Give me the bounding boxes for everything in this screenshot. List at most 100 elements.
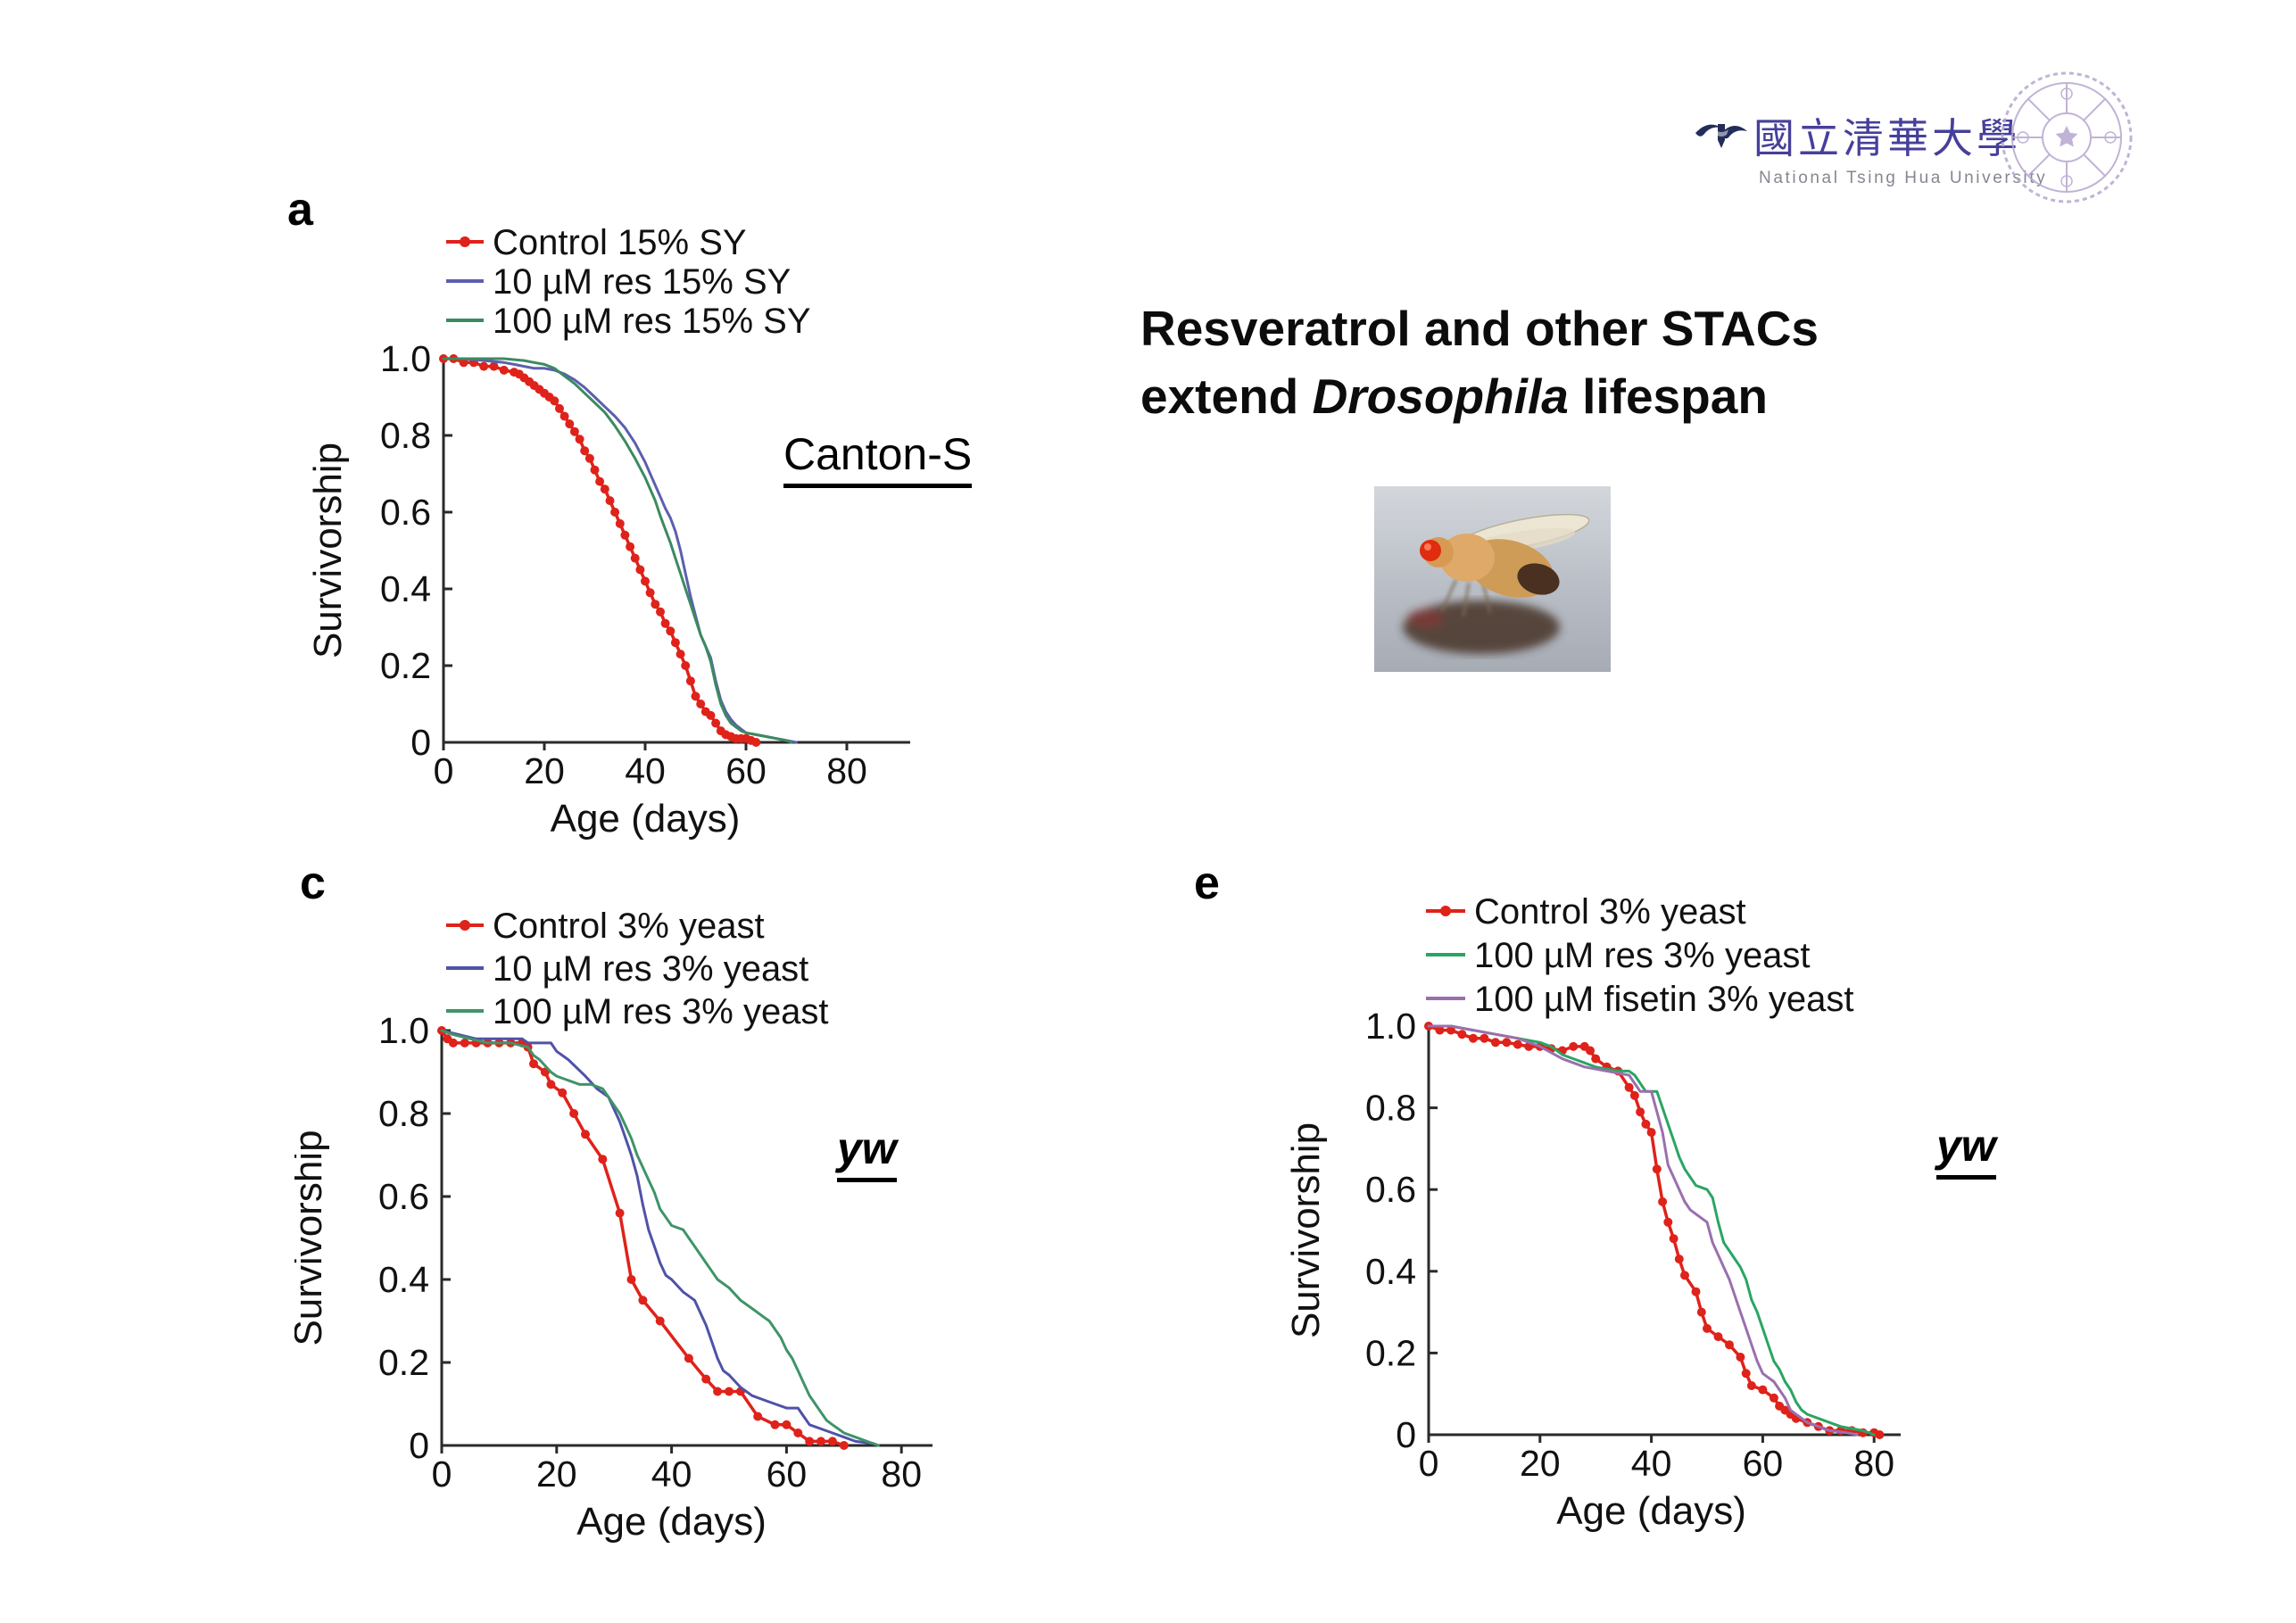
series-marker bbox=[816, 1437, 825, 1446]
series-line bbox=[440, 1029, 880, 1447]
series-marker bbox=[670, 638, 680, 648]
y-tick-label: 0.8 bbox=[1365, 1088, 1416, 1129]
x-tick-label: 80 bbox=[826, 750, 867, 791]
series-line bbox=[1427, 1024, 1859, 1437]
series-marker bbox=[1652, 1164, 1662, 1174]
series-marker bbox=[615, 518, 625, 528]
series-marker bbox=[569, 1109, 579, 1118]
series-marker bbox=[600, 484, 609, 494]
legend-label: 10 µM res 15% SY bbox=[493, 262, 791, 302]
series-marker bbox=[610, 508, 620, 517]
series-line bbox=[1427, 1024, 1876, 1437]
series-line bbox=[442, 357, 798, 744]
series-marker bbox=[1457, 1030, 1467, 1039]
series-marker bbox=[1480, 1033, 1489, 1043]
series-marker bbox=[1435, 1025, 1445, 1035]
series-marker bbox=[711, 718, 721, 728]
series-marker bbox=[691, 691, 700, 701]
series-marker bbox=[1490, 1038, 1500, 1047]
series-marker bbox=[713, 1387, 723, 1396]
survivorship-chart-yw-res: 0 20 40 60 80 0 0.2 0.4 0.6 0.8 1.0 Age (days) Survi… bbox=[294, 907, 932, 1544]
series-marker bbox=[615, 1208, 625, 1218]
x-tick-label: 20 bbox=[524, 750, 565, 791]
series-marker bbox=[1446, 1025, 1455, 1035]
series-marker bbox=[559, 411, 569, 421]
series-marker bbox=[655, 1316, 665, 1326]
series-marker bbox=[651, 600, 660, 609]
series-marker bbox=[1691, 1287, 1701, 1296]
series-marker bbox=[1569, 1041, 1579, 1051]
series-marker bbox=[1641, 1119, 1651, 1129]
logo-bird-icon bbox=[1695, 124, 1747, 148]
fly-body bbox=[1420, 513, 1590, 617]
series-marker bbox=[575, 435, 584, 444]
series-marker bbox=[598, 1155, 608, 1164]
series-line bbox=[1427, 1024, 1882, 1437]
y-axis-title: Survivorship bbox=[294, 1130, 330, 1346]
series-marker bbox=[565, 419, 575, 429]
series-line bbox=[440, 1029, 846, 1447]
y-tick-label: 0.4 bbox=[380, 568, 431, 609]
series-marker bbox=[635, 565, 645, 575]
series-marker bbox=[1502, 1038, 1512, 1047]
x-tick-label: 0 bbox=[434, 750, 454, 791]
legend-label: 100 µM res 15% SY bbox=[493, 302, 811, 341]
series-marker bbox=[1658, 1197, 1668, 1206]
y-tick-label: 0.6 bbox=[378, 1176, 429, 1217]
series-marker bbox=[706, 710, 716, 720]
drosophila-photo bbox=[1374, 486, 1611, 672]
series-marker bbox=[1875, 1430, 1885, 1439]
series-marker bbox=[1674, 1255, 1684, 1264]
series-marker bbox=[645, 588, 655, 598]
series-marker bbox=[641, 576, 650, 586]
series-marker bbox=[1591, 1054, 1601, 1064]
series-marker bbox=[685, 676, 695, 686]
legend-label: Control 3% yeast bbox=[493, 907, 765, 946]
y-tick-label: 0.2 bbox=[380, 645, 431, 686]
series-marker bbox=[696, 700, 706, 708]
series-marker bbox=[1646, 1128, 1656, 1138]
series-marker bbox=[489, 361, 499, 371]
x-tick-label: 60 bbox=[725, 750, 767, 791]
axes bbox=[442, 355, 910, 744]
series-marker bbox=[1680, 1271, 1689, 1280]
x-tick-label: 0 bbox=[1419, 1443, 1439, 1484]
series-marker bbox=[590, 465, 600, 475]
y-tick-label: 0.4 bbox=[1365, 1251, 1416, 1292]
series-marker bbox=[605, 496, 615, 506]
series-marker bbox=[1629, 1090, 1639, 1100]
series-marker bbox=[1624, 1082, 1634, 1092]
legend-label: Control 3% yeast bbox=[1474, 892, 1746, 932]
series-marker bbox=[558, 1088, 568, 1097]
series-marker bbox=[499, 365, 509, 375]
slide-title: Resveratrol and other STACs extend Droso… bbox=[1140, 294, 1819, 430]
series-marker bbox=[1769, 1393, 1778, 1403]
series-marker bbox=[580, 446, 590, 456]
y-tick-label: 0.6 bbox=[1365, 1169, 1416, 1210]
panel-label-e: e bbox=[1194, 857, 1220, 909]
legend-marker bbox=[1440, 906, 1451, 916]
legend-label: 100 µM fisetin 3% yeast bbox=[1474, 980, 1853, 1019]
series-marker bbox=[626, 1275, 636, 1284]
series-marker bbox=[684, 1354, 693, 1363]
series-marker bbox=[660, 618, 670, 628]
x-tick-label: 80 bbox=[1853, 1443, 1894, 1484]
y-tick-label: 0 bbox=[409, 1425, 429, 1466]
panel-label-a: a bbox=[287, 184, 313, 236]
legend-label: 100 µM res 3% yeast bbox=[493, 992, 829, 1031]
series-marker bbox=[782, 1420, 792, 1429]
series-marker bbox=[1696, 1307, 1706, 1317]
series-marker bbox=[1736, 1353, 1745, 1362]
series-marker bbox=[681, 661, 691, 670]
series-marker bbox=[1741, 1369, 1751, 1379]
x-tick-label: 60 bbox=[767, 1453, 808, 1495]
series-marker bbox=[701, 1374, 711, 1384]
series-marker bbox=[751, 738, 761, 747]
series-marker bbox=[1758, 1385, 1768, 1395]
series-marker bbox=[827, 1437, 837, 1446]
y-tick-label: 0.2 bbox=[378, 1342, 429, 1383]
slide-title-line2: extend Drosophila lifespan bbox=[1140, 368, 1768, 424]
series-marker bbox=[1725, 1340, 1734, 1350]
series-marker bbox=[725, 1387, 734, 1396]
series-marker bbox=[620, 530, 630, 540]
